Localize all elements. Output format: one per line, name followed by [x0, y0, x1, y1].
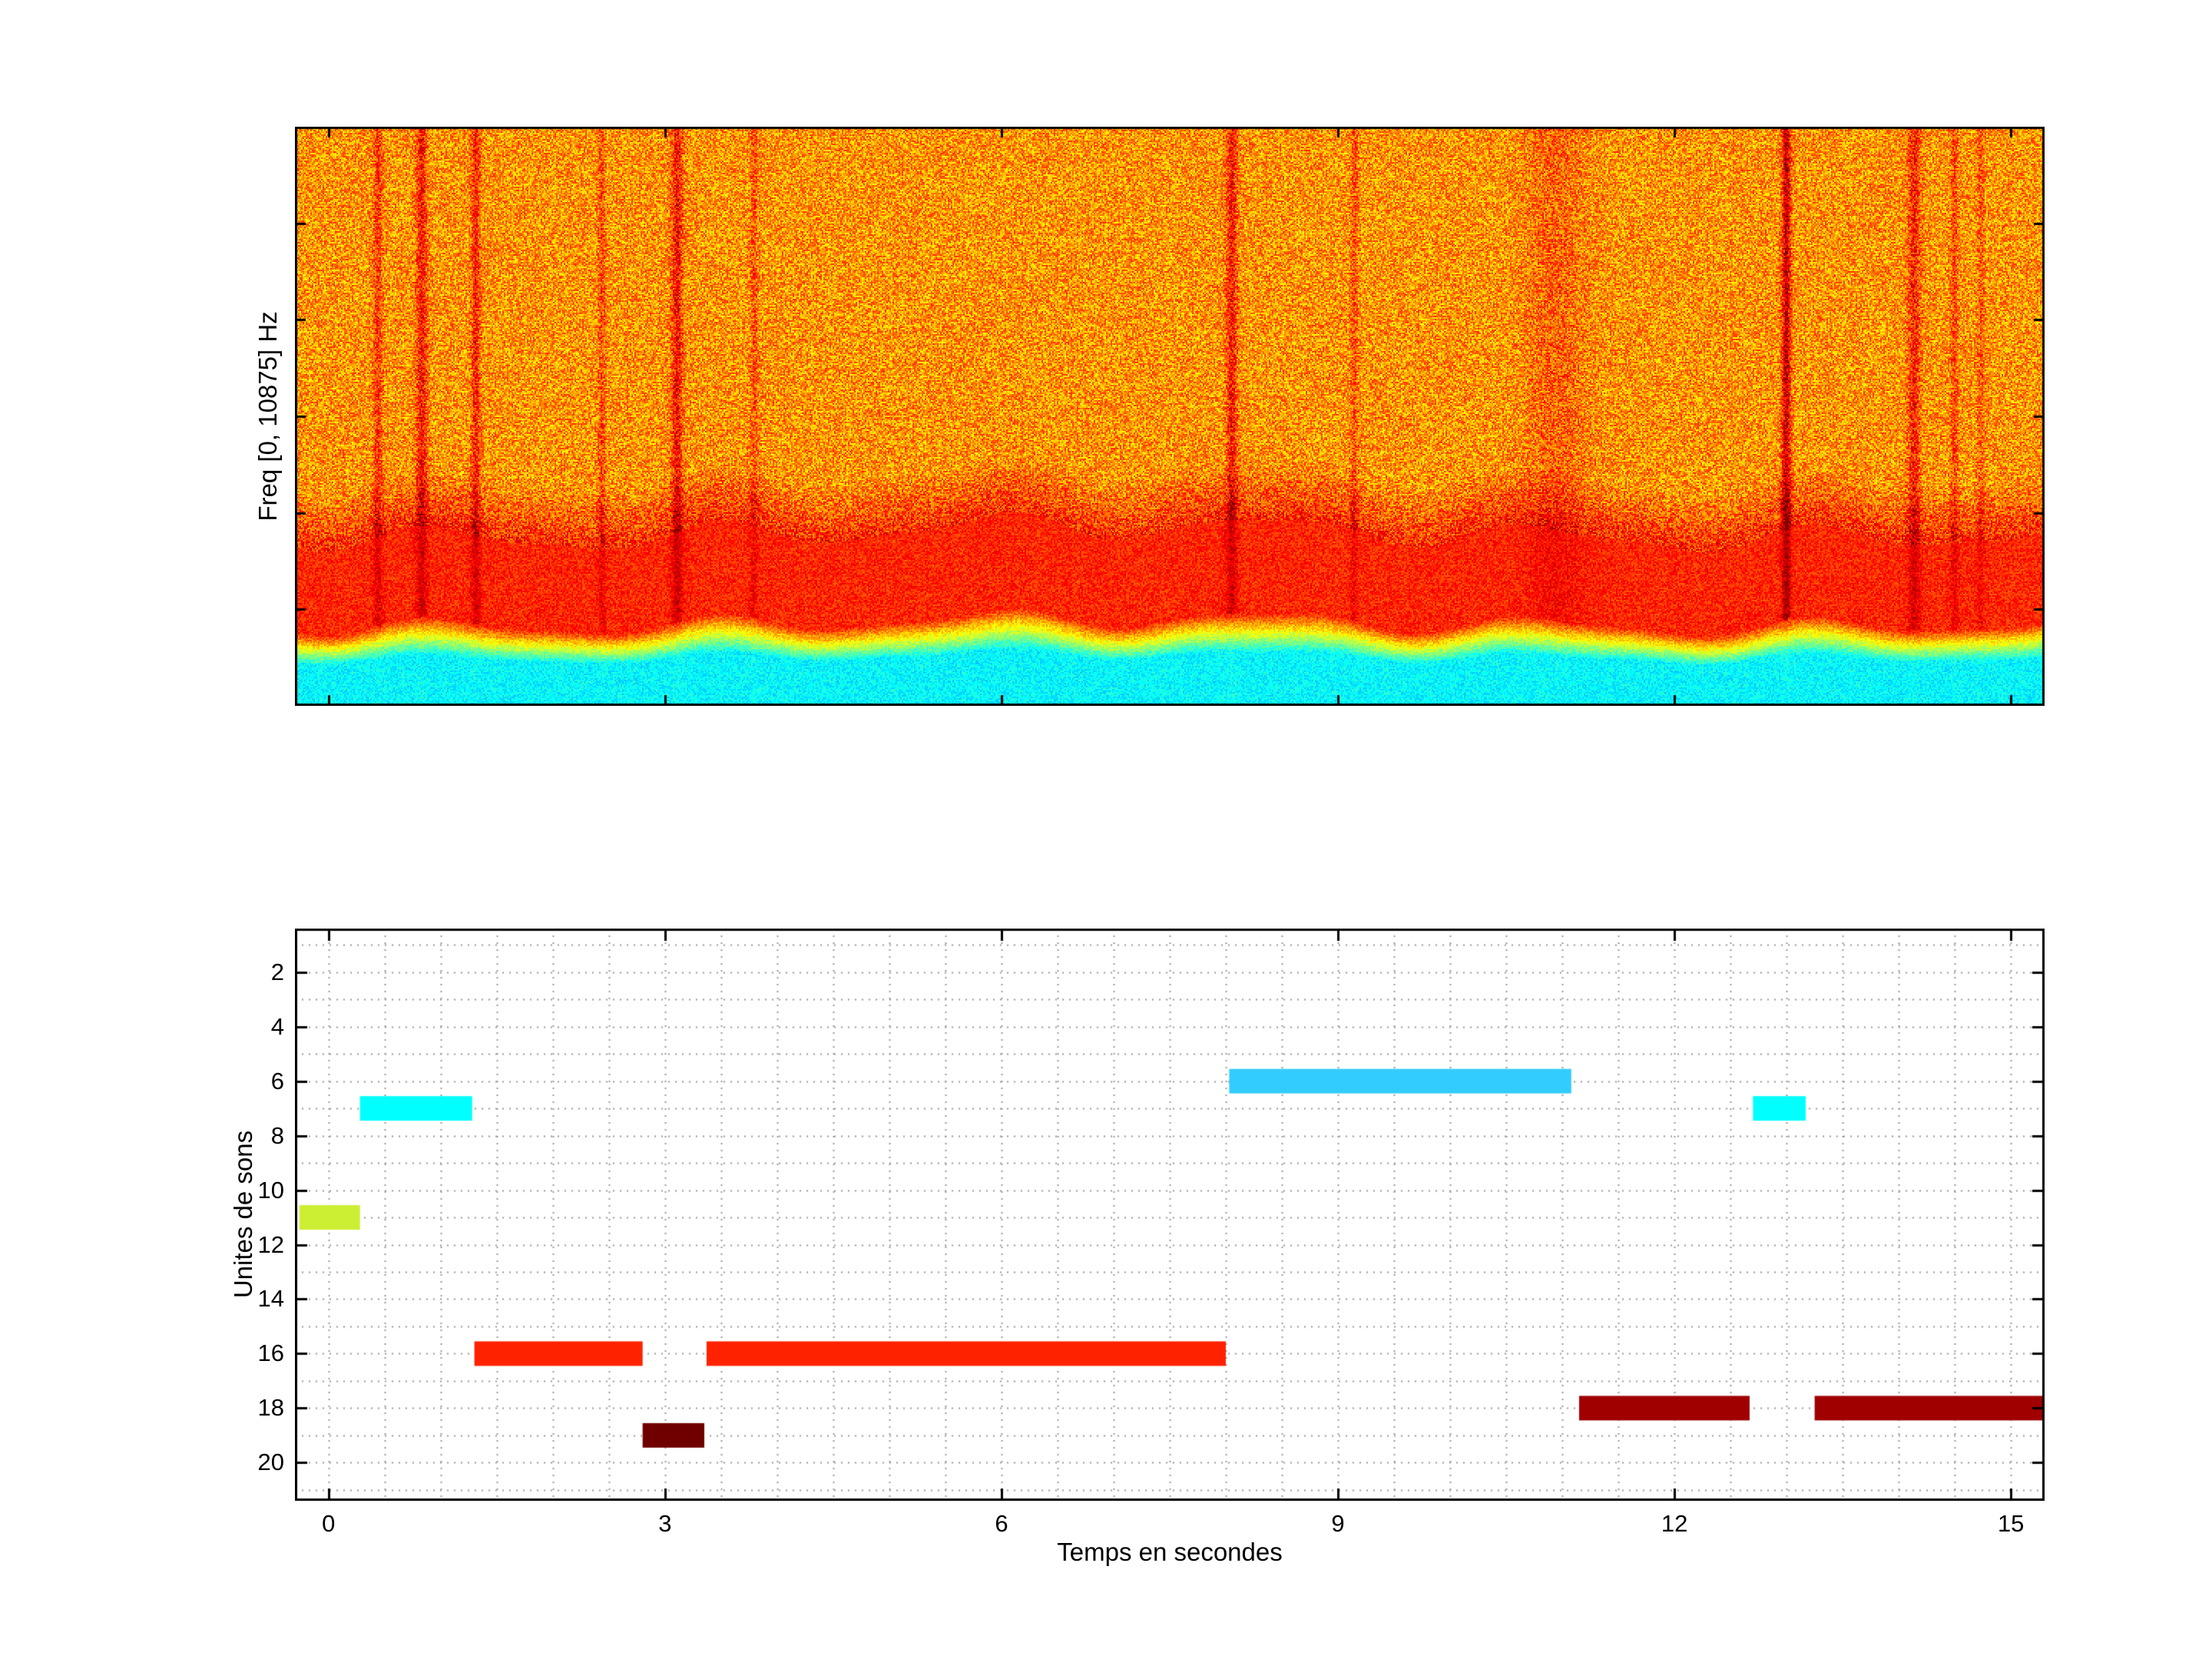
units-canvas: [295, 929, 2045, 1501]
x-tick-label: 6: [995, 1510, 1008, 1538]
units-x-axis-label: Temps en secondes: [1057, 1538, 1283, 1567]
units-y-axis-label: Unites de sons: [229, 1131, 258, 1298]
x-tick-label: 0: [322, 1510, 335, 1538]
spectrogram-y-axis-label: Freq [0, 10875] Hz: [253, 311, 283, 521]
y-tick-label: 18: [258, 1394, 284, 1422]
y-tick-label: 14: [258, 1285, 284, 1313]
x-tick-label: 3: [658, 1510, 671, 1538]
y-tick-label: 6: [271, 1068, 284, 1095]
spectrogram-axes-overlay: [295, 127, 2045, 706]
figure: Freq [0, 10875] Hz Unites de sons Temps …: [0, 0, 2212, 1659]
y-tick-label: 10: [258, 1177, 284, 1204]
x-tick-label: 9: [1331, 1510, 1344, 1538]
y-tick-label: 4: [271, 1013, 284, 1041]
y-tick-label: 2: [271, 959, 284, 986]
spectrogram-plot: [295, 127, 2045, 706]
y-tick-label: 8: [271, 1122, 284, 1150]
x-tick-label: 15: [1998, 1510, 2024, 1538]
y-tick-label: 12: [258, 1231, 284, 1259]
units-plot: [295, 929, 2045, 1501]
y-tick-label: 20: [258, 1449, 284, 1476]
x-tick-label: 12: [1661, 1510, 1687, 1538]
y-tick-label: 16: [258, 1339, 284, 1367]
